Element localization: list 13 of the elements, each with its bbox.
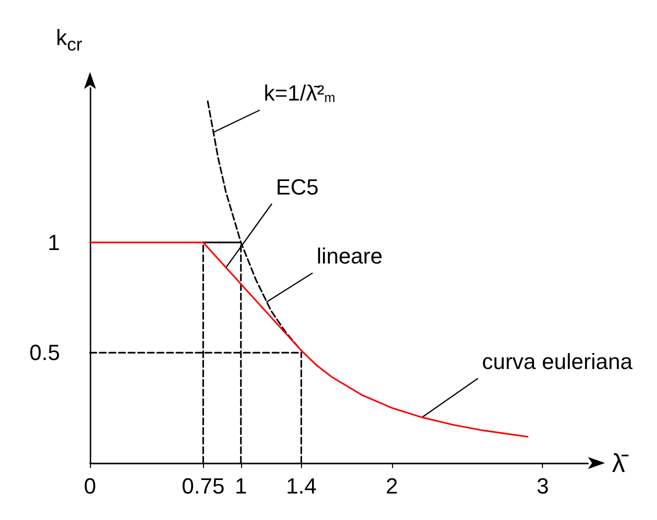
annotation: k=1/λ̄²m — [264, 80, 336, 106]
x-tick-label: 0.75 — [182, 474, 225, 498]
y-tick-label: 0.5 — [29, 340, 60, 366]
x-axis-title: λ̄ — [612, 448, 629, 478]
annotation: EC5 — [276, 174, 319, 200]
annotation: lineare — [316, 243, 383, 268]
x-tick-label: 0 — [84, 474, 96, 498]
y-axis-title: k$_{cr}$ — [56, 25, 82, 56]
annotation: curva euleriana — [482, 348, 634, 374]
x-tick-label: 1 — [234, 474, 248, 498]
x-tick-label: 1.4 — [286, 474, 317, 498]
x-tick-label: 3 — [536, 474, 549, 498]
x-tick-label: 2 — [386, 474, 398, 498]
